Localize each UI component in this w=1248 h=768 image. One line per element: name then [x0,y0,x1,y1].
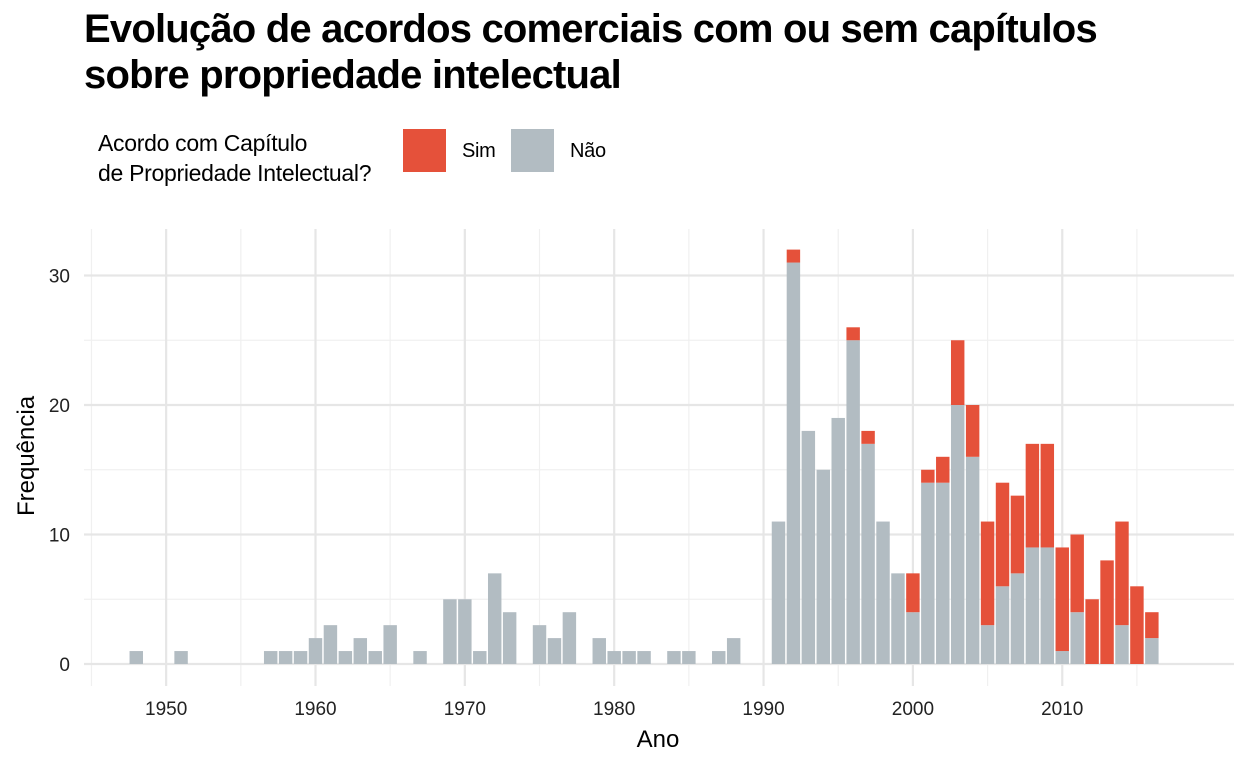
legend-label-sim: Sim [462,140,496,162]
bar-nao-1976 [547,638,562,664]
legend-title: Acordo com Capítulo de Propriedade Intel… [98,128,372,188]
bar-nao-2007 [1010,573,1025,664]
bar-sim-2015 [1130,586,1144,664]
x-tick-label-1980: 1980 [593,699,635,720]
y-tick-label-0: 0 [59,655,70,676]
bar-nao-1980 [607,651,621,664]
bar-nao-1948 [129,651,143,664]
bar-sim-1992 [786,249,801,263]
bar-sim-2002 [936,456,950,483]
bar-nao-1958 [278,651,293,664]
legend-swatch-sim [403,129,446,172]
x-tick-label-2000: 2000 [892,699,934,720]
x-tick-label-1990: 1990 [742,699,784,720]
bar-sim-2010 [1055,547,1069,652]
bar-sim-2004 [965,405,980,457]
bar-nao-1988 [726,638,741,664]
y-tick-label-30: 30 [49,267,70,288]
bar-nao-1951 [174,651,188,664]
bar-nao-1971 [473,651,487,664]
bar-sim-2003 [950,340,965,405]
bar-nao-1991 [771,521,786,664]
bar-nao-1992 [786,262,801,664]
bar-nao-2008 [1025,547,1040,664]
legend-title-line2: de Propriedade Intelectual? [98,160,372,186]
x-axis-label: Ano [637,726,680,753]
bar-sim-2016 [1145,612,1159,639]
legend-title-line1: Acordo com Capítulo [98,130,308,156]
bar-nao-1964 [368,651,382,664]
x-tick-label-1960: 1960 [294,699,336,720]
bar-nao-1997 [861,443,875,664]
bar-nao-2000 [906,612,920,664]
bar-sim-2000 [906,573,920,613]
legend-swatch-nao [511,129,554,172]
bar-nao-1987 [712,651,726,664]
bar-nao-1984 [667,651,681,664]
bar-nao-1982 [637,651,651,664]
bars-group [129,249,1159,664]
bar-sim-2006 [995,482,1010,587]
bar-nao-1962 [338,651,353,664]
bar-sim-2012 [1085,599,1099,664]
bar-nao-1981 [622,651,636,664]
x-tick-label-1970: 1970 [444,699,486,720]
bar-sim-2011 [1070,534,1084,613]
bar-nao-1970 [458,599,472,664]
y-axis-label: Frequência [13,395,40,516]
bar-nao-1994 [816,469,831,664]
bar-nao-1985 [682,651,696,664]
bar-nao-1993 [801,430,816,664]
bar-nao-1967 [413,651,427,664]
bar-nao-1999 [891,573,905,664]
bar-nao-1972 [487,573,502,664]
bar-nao-1973 [502,612,517,664]
bar-nao-1979 [592,638,606,664]
x-tick-label-2010: 2010 [1041,699,1083,720]
bar-nao-1977 [562,612,577,664]
bar-nao-1995 [831,417,845,664]
bar-sim-2008 [1025,443,1040,548]
bar-nao-1998 [876,521,890,664]
bar-nao-1969 [443,599,457,664]
bar-nao-2016 [1145,638,1159,664]
bar-sim-1997 [861,430,875,444]
bar-nao-1961 [323,625,338,664]
bar-nao-1959 [293,651,308,664]
bar-sim-1996 [846,327,860,341]
bar-sim-2014 [1115,521,1129,626]
legend-label-nao: Não [570,140,606,162]
bar-sim-2007 [1010,495,1025,574]
y-tick-label-20: 20 [49,396,70,417]
bar-nao-2014 [1115,625,1129,664]
x-tick-label-1950: 1950 [145,699,187,720]
bar-nao-2010 [1055,651,1069,664]
chart-title: Evolução de acordos comerciais com ou se… [84,7,1098,97]
bar-nao-2002 [936,482,950,664]
bar-nao-1965 [383,625,397,664]
bar-nao-2001 [921,482,935,664]
bar-nao-1975 [532,625,547,664]
bar-nao-1996 [846,340,860,664]
x-axis: 1950 1960 1970 1980 1990 2000 2010 [145,699,1083,720]
y-tick-label-10: 10 [49,526,70,547]
y-axis: 0 10 20 30 [49,267,70,677]
bar-nao-2011 [1070,612,1084,664]
bar-nao-1957 [263,651,278,664]
bar-sim-2013 [1100,560,1114,664]
bar-sim-2001 [921,469,935,483]
bar-nao-2004 [965,456,980,664]
bar-nao-2006 [995,586,1010,664]
bar-nao-2005 [980,625,995,664]
bar-sim-2005 [980,521,995,626]
bar-nao-1963 [353,638,368,664]
bar-nao-1960 [308,638,323,664]
bar-sim-2009 [1040,443,1055,548]
bar-nao-2003 [950,405,965,664]
bar-nao-2009 [1040,547,1055,664]
